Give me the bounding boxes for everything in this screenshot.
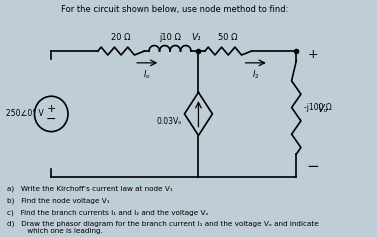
Text: +: + — [46, 104, 56, 114]
Text: 50 Ω: 50 Ω — [219, 33, 238, 42]
Text: c)   Find the branch currents I₁ and I₂ and the voltage Vₒ: c) Find the branch currents I₁ and I₂ an… — [8, 209, 209, 216]
Text: V₁: V₁ — [192, 33, 201, 42]
Text: d)   Draw the phasor diagram for the branch current I₁ and the voltage Vₒ and in: d) Draw the phasor diagram for the branc… — [8, 221, 319, 234]
Text: +: + — [308, 47, 318, 60]
Text: j10 Ω: j10 Ω — [159, 33, 181, 42]
Text: −: − — [46, 113, 57, 126]
Text: 250∠0° V: 250∠0° V — [6, 109, 44, 118]
Text: $I_2$: $I_2$ — [252, 69, 259, 81]
Text: 20 Ω: 20 Ω — [111, 33, 131, 42]
Text: For the circuit shown below, use node method to find:: For the circuit shown below, use node me… — [61, 5, 289, 14]
Text: 0.03Vₒ: 0.03Vₒ — [156, 117, 182, 126]
Text: $I_o$: $I_o$ — [143, 69, 151, 81]
Text: −: − — [307, 160, 319, 174]
Text: b)   Find the node voltage V₁: b) Find the node voltage V₁ — [8, 197, 110, 204]
Text: Vₒ: Vₒ — [317, 104, 327, 114]
Text: a)   Write the Kirchoff’s current law at node V₁: a) Write the Kirchoff’s current law at n… — [8, 186, 173, 192]
Text: -j100 Ω: -j100 Ω — [304, 103, 331, 112]
